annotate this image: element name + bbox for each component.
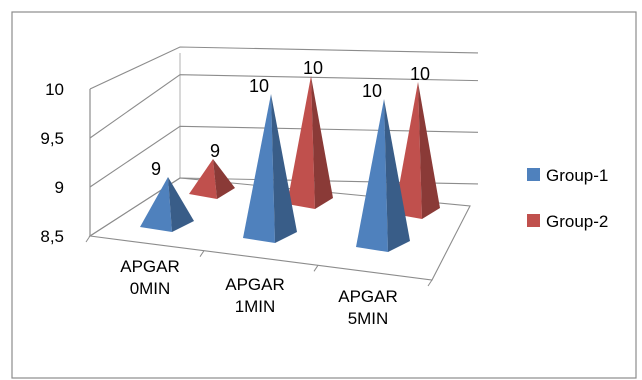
data-label: 9 [210, 141, 220, 161]
pyramid-group-1-0-side [168, 177, 194, 232]
legend: Group-1 Group-2 [527, 166, 608, 231]
y-axis-ticks: 8,5 9 9,5 10 [40, 80, 64, 246]
pyramid-group-2-1-front [287, 76, 315, 209]
category-label: APGAR 0MIN [120, 257, 180, 298]
y-tick-label: 9 [55, 178, 64, 197]
chart-floor [85, 177, 471, 287]
x-tick [85, 235, 91, 243]
data-label: 10 [410, 64, 430, 84]
pyramid-group-2-0-front [189, 159, 217, 199]
data-label: 10 [362, 81, 382, 101]
x-tick [199, 250, 205, 257]
legend-label: Group-2 [546, 212, 608, 231]
y-tick-label: 10 [45, 80, 64, 99]
x-tick [427, 279, 433, 287]
x-axis-categories: APGAR 0MIN APGAR 1MIN APGAR 5MIN [120, 257, 398, 328]
legend-label: Group-1 [546, 166, 608, 185]
data-label: 10 [303, 58, 323, 78]
pyramid-group-1-1-front [243, 94, 275, 243]
pyramid-group-1-1-side [271, 94, 297, 243]
data-labels: 9 10 10 9 10 10 [151, 58, 430, 179]
category-label: APGAR 5MIN [338, 287, 398, 328]
y-tick-label: 9,5 [40, 129, 64, 148]
pyramid-group-2-2-front [394, 82, 422, 219]
gridline [89, 74, 479, 139]
pyramid-group-2-0-side [213, 159, 235, 199]
category-label: APGAR 1MIN [225, 275, 285, 316]
pyramid-group-2-1-side [311, 76, 333, 209]
pyramid-group-1-2-side [384, 99, 410, 252]
pyramid-group-2-2-side [418, 82, 440, 219]
legend-swatch [527, 168, 540, 181]
x-tick [313, 265, 319, 272]
data-label: 10 [249, 76, 269, 96]
pyramid-group-1-0-front [140, 177, 172, 232]
pyramid-marks [140, 76, 440, 252]
pyramid-group-1-2-front [356, 99, 388, 252]
legend-swatch [527, 214, 540, 227]
gridline [89, 46, 479, 90]
y-tick-label: 8,5 [40, 227, 64, 246]
chart-walls [89, 53, 181, 236]
data-label: 9 [151, 159, 161, 179]
